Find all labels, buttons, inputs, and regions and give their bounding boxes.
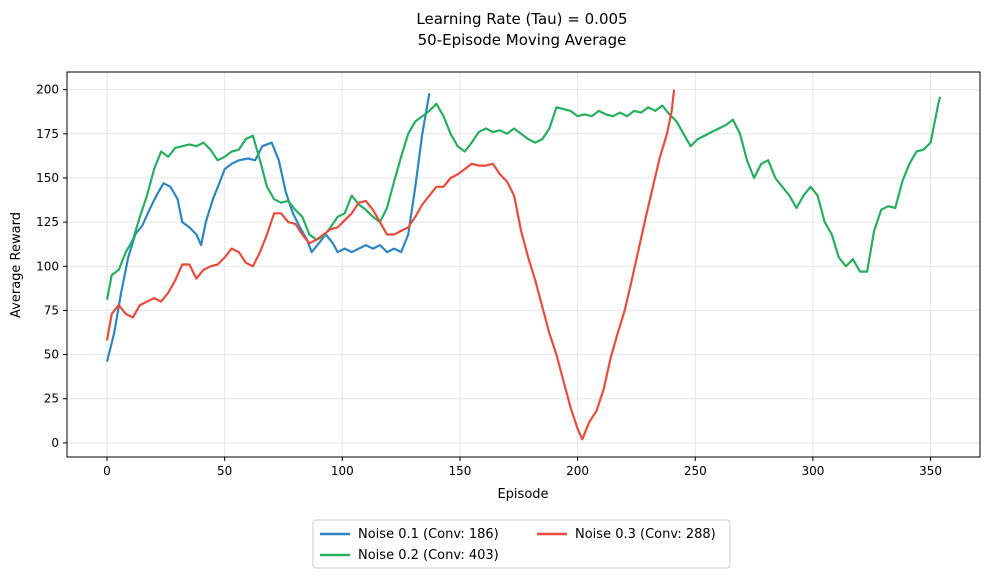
x-axis-ticks: 0 50 100 150 200 250 300 350 xyxy=(103,457,942,478)
grid-lines xyxy=(67,72,980,457)
x-tick-label-3: 150 xyxy=(449,464,472,478)
y-tick-label-5: 125 xyxy=(36,215,59,229)
legend-label-series-0: Noise 0.1 (Conv: 186) xyxy=(358,527,499,542)
legend-label-series-1: Noise 0.2 (Conv: 403) xyxy=(358,548,499,563)
legend: Noise 0.1 (Conv: 186) Noise 0.2 (Conv: 4… xyxy=(312,519,731,569)
series-line-1 xyxy=(105,96,942,301)
y-tick-label-3: 75 xyxy=(44,303,59,317)
x-tick-label-1: 50 xyxy=(217,464,232,478)
y-tick-label-6: 150 xyxy=(36,171,59,185)
x-axis-label: Episode xyxy=(497,487,548,502)
chart-title: Learning Rate (Tau) = 0.005 xyxy=(416,10,627,28)
chart-subtitle: 50-Episode Moving Average xyxy=(418,31,627,49)
plot-frame xyxy=(66,71,981,458)
series-lines xyxy=(105,89,942,441)
y-tick-label-0: 0 xyxy=(51,436,59,450)
x-tick-label-2: 100 xyxy=(331,464,354,478)
legend-label-series-2: Noise 0.3 (Conv: 288) xyxy=(575,527,716,542)
x-tick-label-6: 300 xyxy=(801,464,824,478)
x-tick-label-7: 350 xyxy=(919,464,942,478)
x-tick-label-0: 0 xyxy=(103,464,111,478)
y-tick-label-1: 25 xyxy=(44,392,59,406)
series-line-2 xyxy=(105,89,676,441)
x-tick-label-5: 250 xyxy=(684,464,707,478)
y-tick-label-4: 100 xyxy=(36,259,59,273)
series-line-0 xyxy=(105,93,431,362)
y-axis-ticks: 0 25 50 75 100 125 150 175 200 xyxy=(36,83,67,450)
x-tick-label-4: 200 xyxy=(566,464,589,478)
y-axis-label: Average Reward xyxy=(9,212,24,318)
y-tick-label-8: 200 xyxy=(36,83,59,97)
y-tick-label-2: 50 xyxy=(44,348,59,362)
legend-box xyxy=(312,519,731,569)
y-tick-label-7: 175 xyxy=(36,127,59,141)
